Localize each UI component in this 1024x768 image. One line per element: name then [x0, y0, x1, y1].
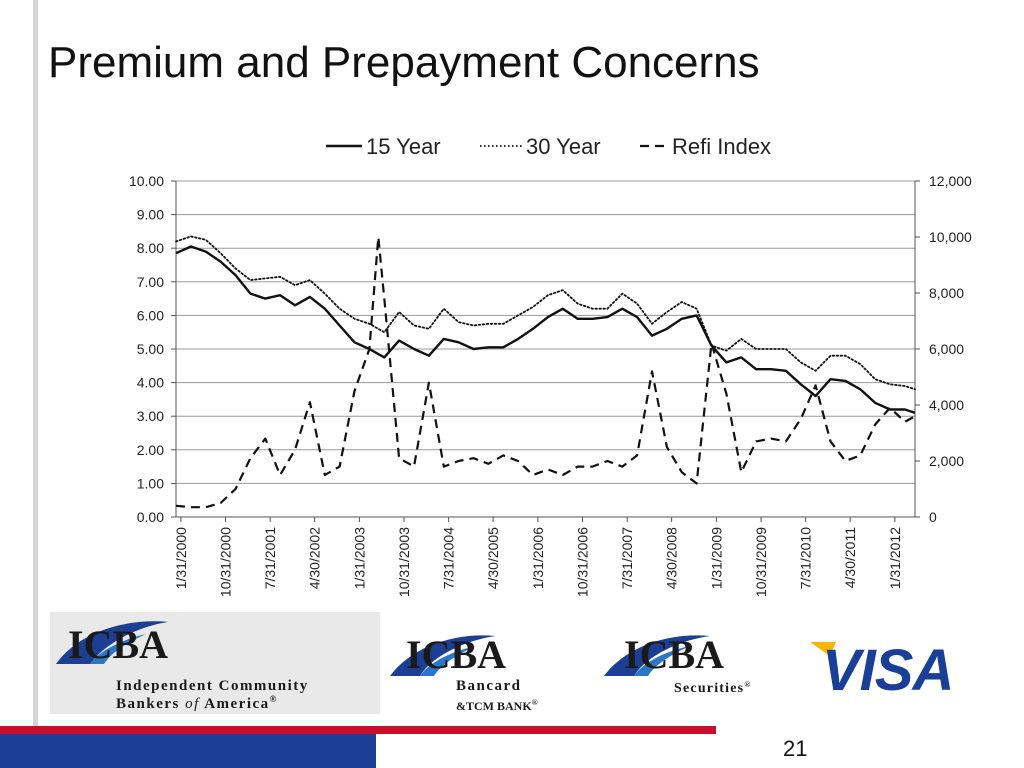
- x-tick-label: 1/31/2000: [173, 527, 189, 589]
- y-left-tick-label: 8.00: [137, 240, 164, 256]
- footer-stripe-blue: [0, 734, 376, 768]
- visa-gold-flag-icon: [810, 642, 836, 656]
- y-right-tick-label: 12,000: [929, 173, 972, 189]
- x-tick-label: 7/31/2010: [798, 527, 814, 589]
- y-left-tick-label: 2.00: [137, 442, 164, 458]
- visa-logo: VISA: [810, 638, 954, 698]
- series-refi-index-line: [175, 235, 916, 509]
- x-tick-label: 1/31/2012: [887, 527, 903, 589]
- y-left-tick-label: 7.00: [137, 274, 164, 290]
- page-number: 21: [783, 736, 808, 761]
- x-tick-label: 4/30/2005: [485, 527, 501, 589]
- series-15-year-line: [175, 245, 916, 414]
- securities-mark: ICBA: [624, 632, 724, 677]
- bancard-line2: &TCM BANK®: [456, 698, 538, 713]
- icba-bancard-logo: ICBA Bancard &TCM BANK®: [390, 632, 538, 713]
- y-right-tick-label: 4,000: [929, 397, 964, 413]
- chart-axes: 0.00 1.00 2.00 3.00 4.00 5.00 6.00 7.00 8.00 9.00…: [129, 173, 972, 597]
- securities-line1: Securities®: [674, 680, 752, 696]
- page-title: Premium and Prepayment Concerns: [48, 38, 760, 87]
- x-tick-label: 7/31/2004: [441, 527, 457, 589]
- x-tick-label: 1/31/2006: [530, 527, 546, 589]
- bancard-mark: ICBA: [406, 632, 506, 677]
- visa-wordmark: VISA: [822, 638, 953, 698]
- x-tick-label: 10/31/2000: [218, 527, 234, 597]
- securities-swoosh-icon: [604, 635, 710, 676]
- icba-mark: ICBA: [68, 622, 168, 667]
- x-tick-label: 10/31/2006: [575, 527, 591, 597]
- icba-line2: Bankers of America®: [116, 694, 278, 712]
- y-left-tick-label: 6.00: [137, 307, 164, 323]
- legend-label: Refi Index: [672, 134, 771, 159]
- footer-stripe-red: [0, 726, 716, 734]
- legend-label: 30 Year: [526, 134, 601, 159]
- x-tick-label: 4/30/2011: [842, 527, 858, 588]
- x-tick-label: 4/30/2008: [664, 527, 680, 589]
- chart-gridlines: [176, 180, 915, 518]
- y-left-tick-label: 9.00: [137, 207, 164, 223]
- x-tick-label: 10/31/2003: [396, 527, 412, 597]
- y-right-tick-label: 8,000: [929, 285, 964, 301]
- left-accent-rule: [33, 0, 38, 768]
- icba-line1: Independent Community: [116, 678, 309, 694]
- y-right-tick-label: 0: [929, 509, 937, 525]
- x-tick-label: 10/31/2009: [753, 527, 769, 597]
- series-30-year-line: [175, 235, 916, 391]
- y-left-tick-label: 1.00: [137, 475, 164, 491]
- x-tick-label: 7/31/2001: [262, 527, 278, 589]
- chart-series: [175, 235, 916, 509]
- y-right-tick-label: 10,000: [929, 229, 972, 245]
- y-left-tick-label: 3.00: [137, 408, 164, 424]
- y-left-tick-label: 10.00: [129, 173, 164, 189]
- x-tick-label: 7/31/2007: [619, 527, 635, 589]
- y-left-tick-label: 0.00: [137, 509, 164, 525]
- bancard-line1: Bancard: [456, 678, 522, 694]
- y-right-tick-label: 6,000: [929, 341, 964, 357]
- x-tick-label: 1/31/2003: [351, 527, 367, 589]
- icba-logo: ICBA Independent Community Bankers of Am…: [50, 612, 380, 714]
- icba-securities-logo: ICBA Securities®: [604, 632, 752, 696]
- bancard-swoosh-icon: [390, 635, 496, 676]
- legend-label: 15 Year: [366, 134, 441, 159]
- mortgage-rate-refi-chart: 15 Year 30 Year Refi Index 0.00 1.00 2.00 3.0…: [129, 134, 972, 597]
- y-left-tick-label: 5.00: [137, 341, 164, 357]
- y-right-tick-label: 2,000: [929, 453, 964, 469]
- icba-swoosh-icon: [56, 621, 168, 664]
- x-tick-label: 1/31/2009: [708, 527, 724, 589]
- y-left-tick-label: 4.00: [137, 375, 164, 391]
- chart-legend: 15 Year 30 Year Refi Index: [326, 134, 771, 159]
- x-tick-label: 4/30/2002: [307, 527, 323, 589]
